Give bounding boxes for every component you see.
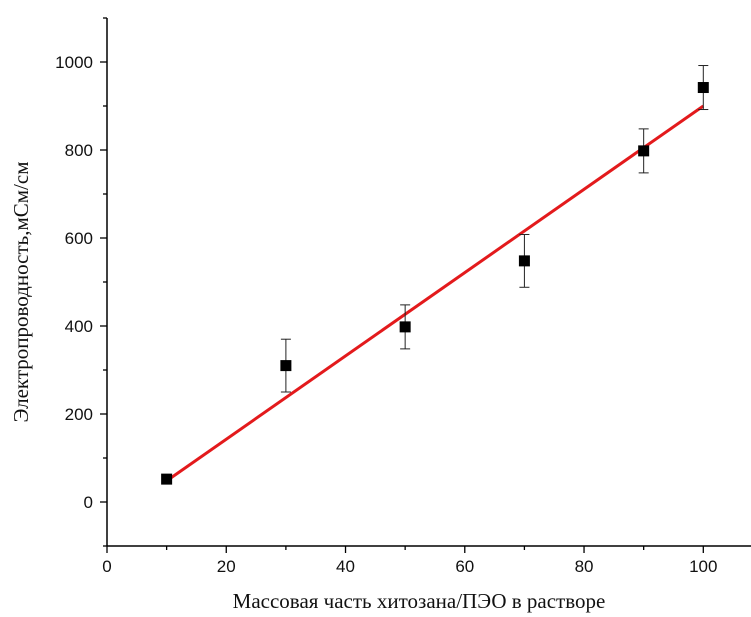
data-point	[399, 321, 411, 333]
x-tick-label: 100	[689, 557, 717, 576]
fit-line-group	[165, 104, 705, 483]
y-tick-label: 0	[84, 493, 93, 512]
x-tick-label: 60	[455, 557, 474, 576]
x-tick-label: 20	[217, 557, 236, 576]
x-axis-label: Массовая часть хитозана/ПЭО в растворе	[233, 589, 606, 613]
data-points	[161, 65, 709, 485]
y-tick-label: 400	[65, 317, 93, 336]
y-axis-label: Электропроводность,мСм/см	[9, 162, 33, 423]
y-tick-label: 800	[65, 141, 93, 160]
x-tick-label: 40	[336, 557, 355, 576]
y-tick-label: 200	[65, 405, 93, 424]
y-tick-label: 600	[65, 229, 93, 248]
fit-line	[165, 104, 705, 483]
data-point	[161, 473, 173, 485]
data-point	[518, 255, 530, 267]
y-tick-label: 1000	[55, 53, 93, 72]
data-point	[697, 82, 709, 94]
x-tick-label: 0	[102, 557, 111, 576]
data-point	[280, 360, 292, 372]
axes	[106, 18, 751, 547]
data-point	[638, 145, 650, 157]
x-tick-label: 80	[575, 557, 594, 576]
